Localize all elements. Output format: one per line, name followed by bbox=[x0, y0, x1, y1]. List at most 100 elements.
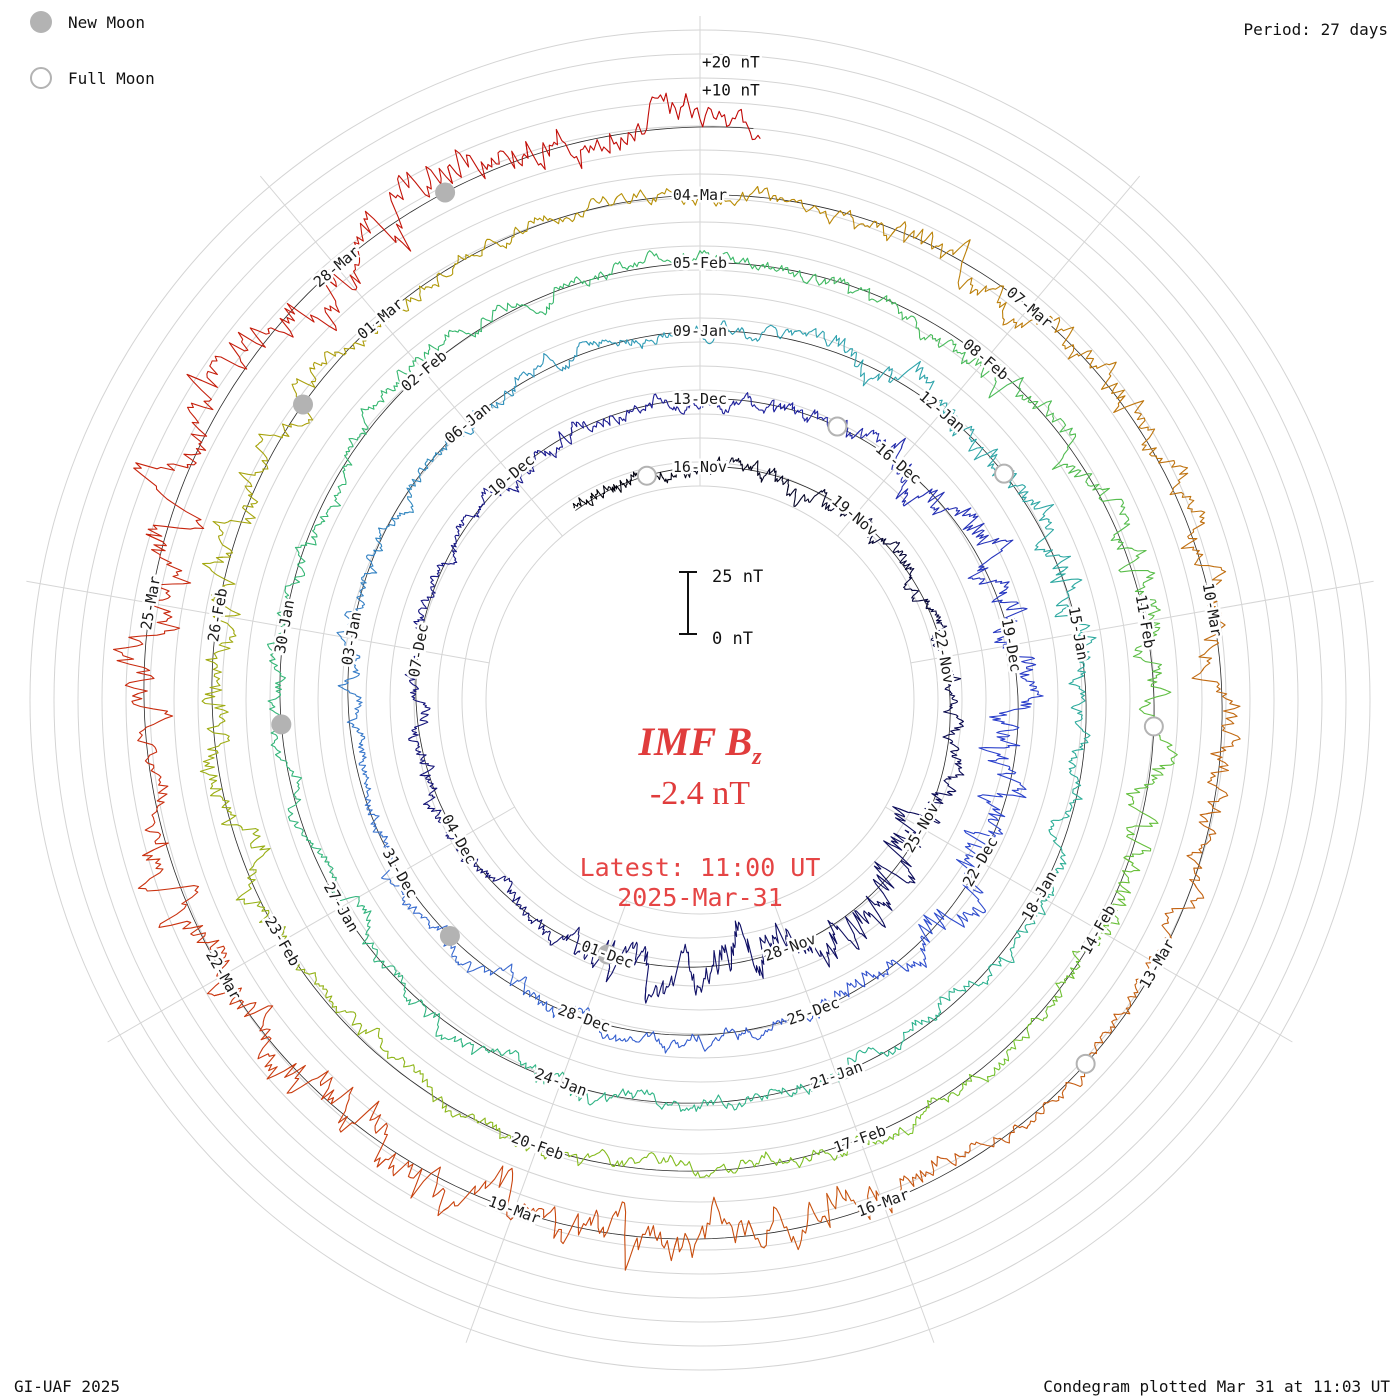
scale-annotations: +20 nT +10 nT 25 nT 0 nT bbox=[679, 50, 763, 649]
bz-trace-segment bbox=[635, 1031, 687, 1054]
latest-time: Latest: 11:00 UT bbox=[579, 853, 821, 882]
bz-trace-segment bbox=[602, 478, 632, 498]
new-moon-marker bbox=[293, 394, 314, 415]
bz-trace-segment bbox=[430, 543, 458, 578]
bz-trace-segment bbox=[483, 215, 551, 250]
bz-trace-segment bbox=[1186, 812, 1217, 888]
bz-trace-segment bbox=[957, 239, 1007, 321]
ring-date-label: 31-Dec bbox=[379, 845, 422, 901]
bz-trace-segment bbox=[373, 512, 408, 554]
bz-trace-segment bbox=[1125, 735, 1178, 798]
bz-trace-segment bbox=[940, 650, 962, 686]
new-moon-icon bbox=[30, 11, 52, 33]
moon-legend: New Moon Full Moon bbox=[30, 10, 155, 90]
ring-date-label: 15-Jan bbox=[1065, 605, 1092, 661]
bz-trace-segment bbox=[569, 1083, 629, 1106]
bz-trace-segment bbox=[342, 408, 369, 475]
bz-trace-segment bbox=[903, 488, 972, 517]
bz-trace-segment bbox=[408, 696, 431, 740]
grid-spoke bbox=[885, 806, 1293, 1043]
bz-trace-segment bbox=[1157, 883, 1205, 951]
grid-spoke bbox=[465, 900, 628, 1343]
bz-trace-segment bbox=[987, 1023, 1032, 1078]
bz-trace-segment bbox=[1007, 473, 1055, 522]
bz-trace-segment bbox=[686, 185, 760, 207]
bz-trace-segment bbox=[202, 556, 241, 632]
ring-date-label: 27-Jan bbox=[320, 879, 363, 935]
bz-trace-segment bbox=[336, 596, 366, 649]
bz-trace-segment bbox=[275, 754, 303, 815]
ring-date-label: 16-Mar bbox=[855, 1185, 912, 1220]
bz-trace-segment bbox=[590, 1017, 638, 1043]
bz-trace-segment bbox=[609, 402, 653, 425]
bz-trace-segment bbox=[381, 960, 423, 1006]
radial-spokes bbox=[26, 16, 1374, 1343]
bz-trace-segment bbox=[891, 444, 912, 507]
bz-trace-segment bbox=[612, 1152, 682, 1167]
bz-trace-segment bbox=[1113, 395, 1163, 464]
bz-trace-segment bbox=[511, 282, 571, 316]
bz-trace-segment bbox=[186, 327, 270, 388]
bz-trace-segment bbox=[431, 1087, 491, 1125]
bz-trace-segment bbox=[364, 791, 388, 838]
bz-trace-segment bbox=[330, 1086, 388, 1168]
bz-trace-segment bbox=[568, 261, 630, 287]
bz-trace-segment bbox=[649, 393, 694, 415]
ring-date-label: 06-Jan bbox=[441, 399, 494, 448]
bz-trace-segment bbox=[1016, 890, 1055, 938]
bz-trace-segment bbox=[358, 743, 372, 794]
bz-trace-segment bbox=[509, 971, 548, 1010]
bz-trace-segment bbox=[794, 328, 846, 353]
ring-date-label: 18-Jan bbox=[1018, 868, 1061, 924]
bz-trace-segment bbox=[443, 1165, 530, 1221]
bz-trace-segment bbox=[434, 812, 462, 850]
bz-trace-segment bbox=[911, 589, 940, 618]
bz-trace-segment bbox=[201, 693, 230, 767]
bz-trace-segment bbox=[379, 1046, 433, 1092]
bz-trace-segment bbox=[693, 456, 729, 476]
bz-trace-segment bbox=[315, 471, 347, 527]
bz-trace-segment bbox=[847, 511, 873, 540]
bz-trace-segment bbox=[824, 209, 898, 242]
bz-trace-segment bbox=[287, 811, 330, 863]
bz-trace-segment bbox=[1180, 521, 1227, 598]
bz-trace-segment bbox=[759, 922, 800, 965]
full-moon-label: Full Moon bbox=[68, 68, 155, 88]
bz-trace-segment bbox=[868, 288, 920, 331]
bz-trace-segment bbox=[337, 645, 362, 699]
ring-date-label: 26-Feb bbox=[204, 587, 231, 643]
bz-trace-segment bbox=[741, 324, 797, 342]
bz-trace-segment bbox=[356, 549, 378, 601]
bz-trace-segment bbox=[683, 1027, 733, 1052]
bz-trace-segment bbox=[943, 683, 964, 722]
bz-trace-segment bbox=[309, 329, 378, 370]
full-moon-marker bbox=[1143, 716, 1164, 737]
bz-trace-segment bbox=[1048, 782, 1083, 833]
bz-trace-segment bbox=[1098, 487, 1133, 550]
bz-trace-segment bbox=[1191, 668, 1241, 744]
bz-trace-segment bbox=[461, 1042, 521, 1063]
bz-trace-segment bbox=[890, 806, 922, 851]
ring-date-label: 10-Dec bbox=[485, 451, 538, 500]
bz-trace-segment bbox=[1123, 793, 1159, 864]
bz-trace-segment bbox=[794, 932, 839, 968]
bz-trace-segment bbox=[748, 261, 811, 285]
plotted-label: Condegram plotted Mar 31 at 11:03 UT bbox=[1043, 1377, 1390, 1396]
bz-trace-segment bbox=[806, 273, 871, 296]
bz-trace-segment bbox=[462, 401, 505, 436]
bz-trace-segment bbox=[404, 656, 421, 699]
bz-trace-segment bbox=[1019, 394, 1076, 436]
bz-trace-segment bbox=[954, 1124, 1029, 1158]
grid-spoke bbox=[26, 580, 490, 664]
bz-trace-segment bbox=[1068, 675, 1086, 732]
bz-trace-segment bbox=[691, 397, 736, 415]
bz-trace-segment bbox=[923, 906, 986, 930]
full-moon-marker bbox=[827, 416, 848, 437]
ring-date-label: 14-Feb bbox=[1077, 902, 1120, 958]
bz-trace-segment bbox=[937, 980, 989, 1014]
bz-trace-segment bbox=[892, 1153, 960, 1205]
bz-trace-segment bbox=[424, 431, 465, 469]
bz-trace-segment bbox=[1121, 948, 1162, 1015]
ring-date-label: 19-Dec bbox=[998, 617, 1025, 673]
